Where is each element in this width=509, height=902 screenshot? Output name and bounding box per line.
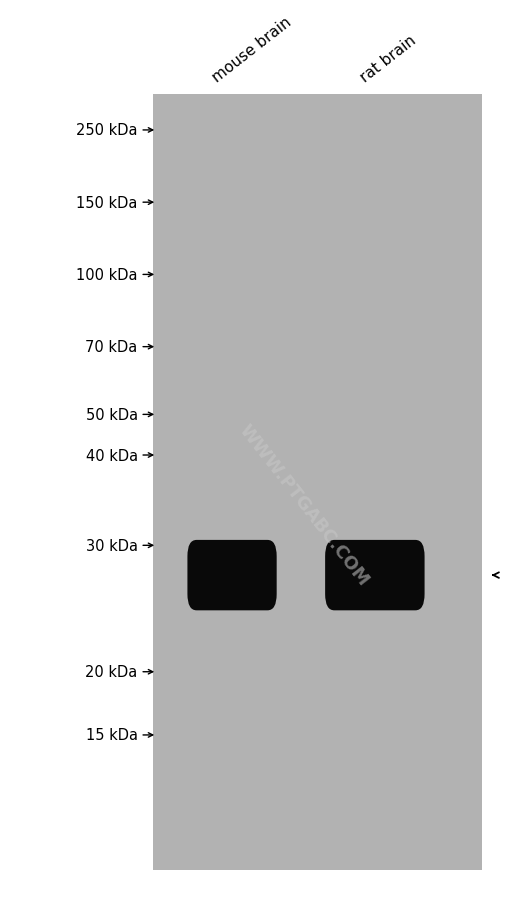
Text: 150 kDa: 150 kDa xyxy=(76,196,137,210)
Text: 100 kDa: 100 kDa xyxy=(76,268,137,282)
Text: rat brain: rat brain xyxy=(357,33,418,86)
Text: WWW.PTGABC.COM: WWW.PTGABC.COM xyxy=(235,421,371,589)
Text: 50 kDa: 50 kDa xyxy=(86,408,137,422)
Text: 30 kDa: 30 kDa xyxy=(86,538,137,553)
Bar xyxy=(153,95,481,870)
Text: 20 kDa: 20 kDa xyxy=(86,665,137,679)
Text: 250 kDa: 250 kDa xyxy=(76,124,137,138)
FancyBboxPatch shape xyxy=(325,540,424,611)
Text: 40 kDa: 40 kDa xyxy=(86,448,137,463)
Text: 15 kDa: 15 kDa xyxy=(86,728,137,742)
Text: mouse brain: mouse brain xyxy=(210,15,294,86)
Text: 70 kDa: 70 kDa xyxy=(86,340,137,354)
FancyBboxPatch shape xyxy=(187,540,276,611)
